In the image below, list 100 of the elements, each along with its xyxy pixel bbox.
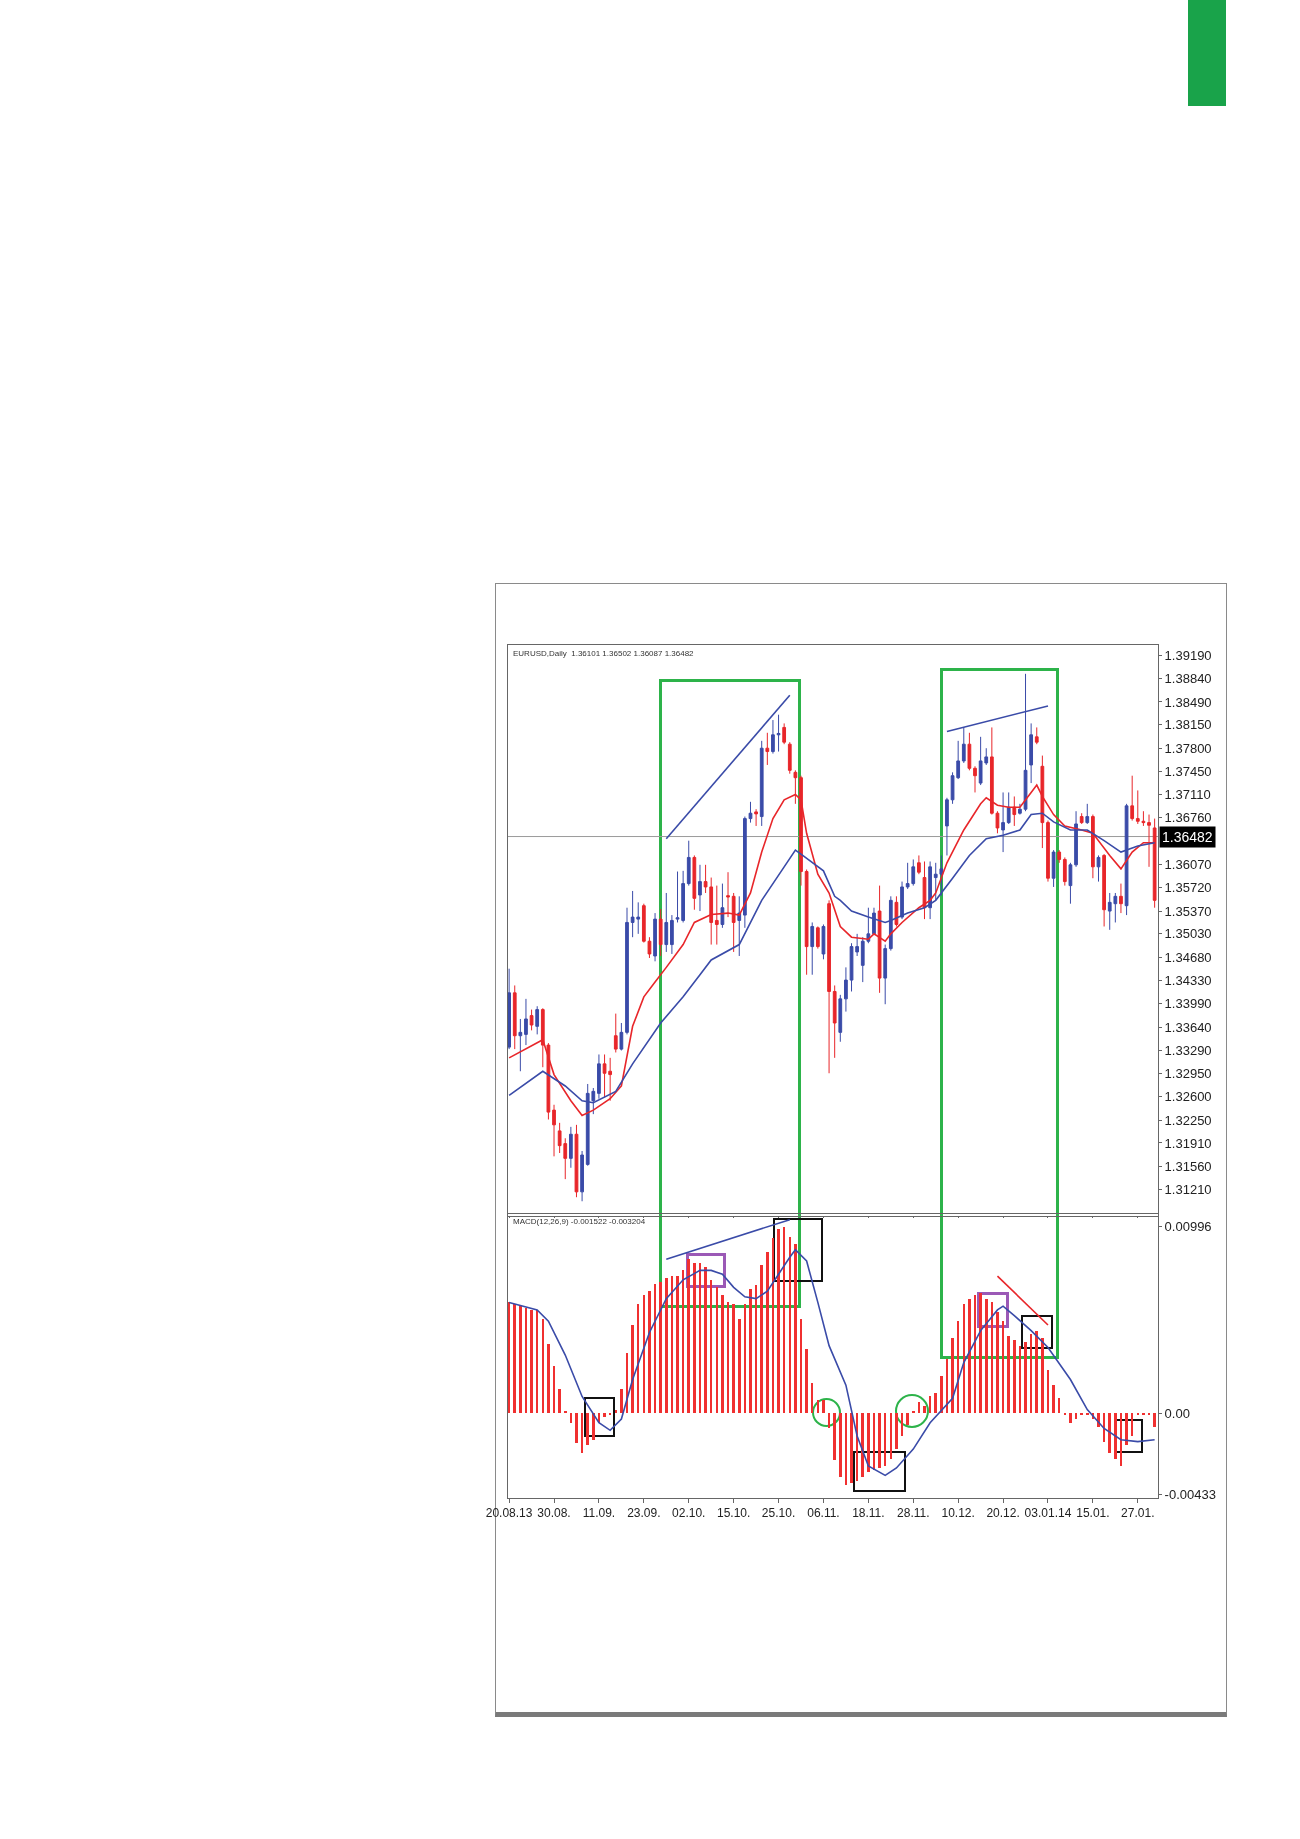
candlestick bbox=[765, 732, 770, 766]
candlestick bbox=[1051, 849, 1056, 888]
candlestick bbox=[726, 871, 730, 918]
y-tick-label: 1.31560 bbox=[1164, 1158, 1212, 1174]
candlestick bbox=[1091, 814, 1095, 879]
bar bbox=[996, 1311, 999, 1414]
bar bbox=[749, 1289, 752, 1414]
candlestick bbox=[872, 907, 876, 936]
candlestick bbox=[973, 765, 977, 793]
candlestick bbox=[832, 984, 837, 1059]
bar bbox=[833, 1413, 836, 1461]
bar bbox=[861, 1413, 865, 1478]
bar bbox=[984, 1298, 988, 1414]
candlestick bbox=[1034, 726, 1039, 745]
candlestick bbox=[1006, 791, 1011, 825]
bar bbox=[631, 1324, 634, 1414]
candlestick bbox=[535, 1005, 540, 1035]
bar bbox=[822, 1400, 825, 1414]
candlestick bbox=[827, 899, 831, 1074]
candlestick bbox=[782, 722, 787, 745]
bar bbox=[878, 1413, 881, 1468]
y-tick-label: 1.35720 bbox=[1164, 880, 1212, 896]
candlestick bbox=[928, 860, 932, 920]
candlestick bbox=[1046, 820, 1050, 883]
bar bbox=[794, 1244, 797, 1414]
bar bbox=[951, 1338, 954, 1414]
bar bbox=[1007, 1336, 1010, 1414]
candlestick bbox=[664, 892, 669, 953]
y-tick-label: 1.36760 bbox=[1164, 810, 1212, 826]
candlestick bbox=[759, 740, 764, 827]
candlestick bbox=[804, 869, 809, 976]
x-tick-label: 15.10. bbox=[716, 1506, 751, 1521]
candlestick bbox=[967, 732, 972, 771]
bar bbox=[968, 1298, 971, 1414]
candlestick bbox=[731, 892, 736, 953]
bar bbox=[547, 1343, 550, 1414]
candlestick bbox=[737, 895, 742, 957]
candlestick bbox=[698, 864, 702, 912]
x-tick-label: 28.11. bbox=[897, 1506, 930, 1521]
candlestick bbox=[1057, 849, 1062, 864]
bar bbox=[940, 1375, 943, 1414]
y-tick-label: 1.33990 bbox=[1164, 996, 1212, 1012]
candlestick bbox=[1096, 854, 1101, 883]
bar bbox=[648, 1291, 651, 1414]
candlestick bbox=[1018, 803, 1022, 816]
candlestick bbox=[670, 914, 674, 955]
bar bbox=[519, 1306, 522, 1414]
candlestick bbox=[945, 797, 949, 856]
candlestick bbox=[653, 912, 657, 962]
x-tick-label: 30.08. bbox=[537, 1506, 571, 1521]
candlestick bbox=[580, 1150, 584, 1202]
candlestick bbox=[658, 908, 663, 957]
bar bbox=[906, 1413, 909, 1425]
candlestick bbox=[754, 808, 758, 827]
y-tick-label: 1.38490 bbox=[1164, 694, 1212, 710]
candlestick bbox=[597, 1053, 601, 1100]
bar bbox=[777, 1229, 780, 1414]
bar bbox=[603, 1413, 606, 1418]
y-tick-label: 1.33290 bbox=[1164, 1043, 1212, 1059]
candlestick bbox=[625, 907, 629, 1035]
candlestick bbox=[1147, 814, 1151, 868]
y-tick-label: 0.00 bbox=[1164, 1405, 1190, 1421]
bar bbox=[979, 1292, 982, 1414]
candlestick bbox=[1085, 803, 1090, 825]
bar bbox=[575, 1413, 578, 1444]
candlestick bbox=[1029, 722, 1034, 784]
candlestick bbox=[613, 1013, 618, 1053]
candlestick bbox=[692, 854, 697, 911]
bar bbox=[839, 1413, 842, 1478]
candlestick bbox=[810, 921, 815, 976]
y-tick-label: 1.31210 bbox=[1164, 1182, 1212, 1198]
ref-line-label: 1.36482 bbox=[1162, 829, 1213, 845]
bar bbox=[620, 1388, 623, 1414]
bar bbox=[1041, 1338, 1044, 1414]
x-tick-label: 06.11. bbox=[807, 1506, 840, 1521]
annotation: EURUSD,Daily 1.36101 1.36502 1.36087 1.36482 bbox=[513, 649, 695, 658]
candlestick bbox=[877, 885, 882, 994]
candlestick bbox=[714, 885, 719, 946]
y-tick-label: 1.33640 bbox=[1164, 1019, 1212, 1035]
candlestick bbox=[844, 966, 848, 1013]
bar bbox=[732, 1304, 735, 1414]
y-tick-label: 1.35030 bbox=[1164, 926, 1212, 942]
candlestick bbox=[1012, 795, 1017, 827]
candlestick bbox=[686, 840, 691, 887]
annotation: MACD(12,26,9) -0.001522 -0.003204 bbox=[513, 1217, 646, 1226]
line-series bbox=[508, 1248, 1156, 1477]
candlestick bbox=[894, 895, 899, 927]
x-tick-label: 27.01. bbox=[1121, 1506, 1155, 1521]
candlestick bbox=[1079, 812, 1084, 825]
candlestick bbox=[815, 925, 820, 950]
candlestick bbox=[508, 968, 511, 1050]
candlestick bbox=[1102, 853, 1106, 927]
bar bbox=[923, 1405, 926, 1414]
bar bbox=[586, 1413, 589, 1446]
bar bbox=[704, 1266, 707, 1414]
candlestick bbox=[1130, 775, 1135, 822]
y-tick-label: 1.38840 bbox=[1164, 671, 1212, 687]
candlestick bbox=[1119, 883, 1123, 914]
x-tick-label: 18.11. bbox=[852, 1506, 885, 1521]
x-tick-label: 20.12. bbox=[986, 1506, 1020, 1521]
